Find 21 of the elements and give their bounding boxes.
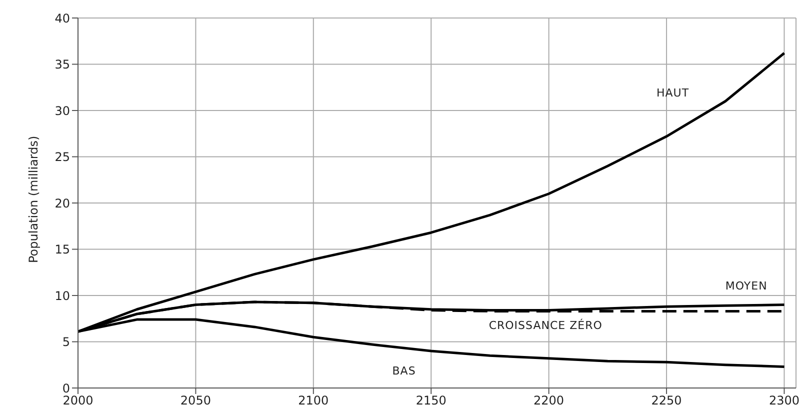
series-label: HAUT [656, 86, 690, 100]
y-tick-label: 35 [54, 58, 70, 72]
y-tick-label: 0 [62, 381, 70, 396]
x-tick-label: 2200 [534, 394, 564, 408]
x-tick-label: 2300 [768, 394, 800, 408]
y-tick-label: 25 [54, 150, 70, 164]
x-tick-label: 2050 [180, 394, 211, 408]
y-tick-label: 40 [54, 11, 70, 26]
y-tick-label: 15 [54, 242, 70, 257]
series-label: BAS [392, 364, 416, 378]
y-tick-label: 10 [54, 288, 70, 303]
y-tick-label: 5 [62, 335, 70, 350]
series-label: MOYEN [725, 280, 768, 293]
series-label: CROISSANCE ZÉRO [488, 318, 602, 332]
y-tick-label: 30 [54, 104, 70, 118]
x-tick-label: 2150 [416, 394, 446, 408]
x-tick-label: 2250 [651, 394, 682, 408]
y-axis-title: Population (milliards) [26, 136, 40, 263]
x-tick-label: 2100 [298, 394, 329, 408]
y-tick-label: 20 [54, 196, 70, 210]
x-tick-label: 2000 [62, 394, 94, 408]
